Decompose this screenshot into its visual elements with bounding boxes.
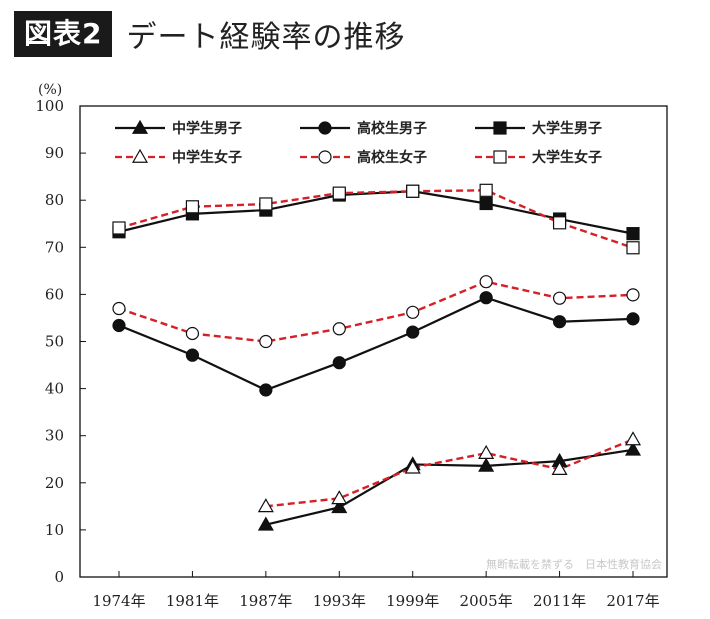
data-point-高校生男子 <box>406 325 420 339</box>
legend-label: 高校生女子 <box>357 149 427 166</box>
series-line-中学生女子 <box>265 438 634 508</box>
data-point-中学生女子 <box>478 444 495 459</box>
y-tick-label: 0 <box>54 568 64 586</box>
plot-frame <box>79 105 668 578</box>
data-point-高校生男子 <box>185 348 200 362</box>
legend-label: 中学生男子 <box>172 120 242 137</box>
data-point-大学生女子 <box>185 200 200 214</box>
data-point-大学生女子 <box>626 241 640 255</box>
y-tick-label: 20 <box>45 474 64 492</box>
legend-marker <box>318 121 332 135</box>
data-point-大学生女子 <box>259 197 273 211</box>
legend-label: 高校生男子 <box>357 120 427 137</box>
data-point-高校生男子 <box>332 356 346 370</box>
y-tick-label: 40 <box>45 380 64 398</box>
data-point-中学生女子 <box>551 460 568 475</box>
x-tick-label: 2011年 <box>533 592 586 610</box>
chart-title: デート経験率の推移 <box>126 20 406 55</box>
legend-label: 大学生女子 <box>532 149 602 166</box>
data-point-高校生女子 <box>406 305 420 319</box>
data-point-中学生女子 <box>624 431 642 446</box>
data-point-中学生男子 <box>624 441 642 456</box>
header: 図表2 デート経験率の推移 <box>14 10 405 58</box>
data-point-中学生男子 <box>257 516 274 531</box>
data-point-高校生女子 <box>185 326 200 341</box>
figure-badge: 図表2 <box>14 11 113 57</box>
legend-marker <box>318 150 332 164</box>
data-point-高校生男子 <box>626 312 640 326</box>
data-point-高校生女子 <box>552 291 567 305</box>
data-point-高校生女子 <box>479 275 493 289</box>
data-point-大学生男子 <box>626 227 640 241</box>
legend-label: 中学生女子 <box>172 149 242 166</box>
y-tick-label: 80 <box>45 191 64 209</box>
y-tick-label: 90 <box>45 144 64 162</box>
y-tick-label: 70 <box>45 238 64 256</box>
y-tick-label: 50 <box>45 333 64 351</box>
legend-label: 大学生男子 <box>532 120 602 137</box>
data-point-高校生男子 <box>479 291 493 305</box>
x-axis-ticks: 1974年 1981年 1987年 1993年 1999年 2005年 2011年 2017年 <box>92 571 660 610</box>
data-point-中学生女子 <box>404 459 421 474</box>
series-line-高校生女子 <box>118 280 634 343</box>
x-tick-label: 1999年 <box>386 592 439 610</box>
legend-marker <box>493 150 507 164</box>
data-point-大学生女子 <box>406 184 420 198</box>
data-point-中学生女子 <box>257 498 274 513</box>
y-tick-label: 60 <box>45 285 64 303</box>
y-tick-label: 100 <box>35 97 64 115</box>
data-point-高校生女子 <box>626 288 640 302</box>
data-point-高校生男子 <box>552 315 567 329</box>
y-unit-label: (%) <box>38 82 62 98</box>
watermark: 無断転載を禁ずる 日本性教育協会 <box>486 557 662 571</box>
data-point-高校生男子 <box>259 383 273 397</box>
data-point-中学生男子 <box>478 457 495 472</box>
y-tick-label: 30 <box>45 427 64 445</box>
series-line-高校生男子 <box>118 296 634 392</box>
x-tick-label: 1981年 <box>166 592 219 610</box>
legend-marker <box>493 121 507 135</box>
data-point-中学生女子 <box>331 490 348 505</box>
series-line-中学生男子 <box>265 448 634 526</box>
data-point-大学生男子 <box>479 196 493 211</box>
series-lines <box>118 189 634 526</box>
legend-marker <box>131 148 149 163</box>
data-point-高校生女子 <box>332 322 346 336</box>
axes <box>79 105 668 578</box>
series-line-大学生女子 <box>118 189 634 249</box>
data-point-中学生男子 <box>331 499 348 514</box>
x-tick-label: 2005年 <box>460 592 513 610</box>
data-point-高校生女子 <box>112 301 126 316</box>
data-point-大学生女子 <box>479 183 493 197</box>
legend-marker <box>131 119 149 134</box>
x-tick-label: 1993年 <box>313 592 366 610</box>
data-point-大学生女子 <box>552 216 567 230</box>
x-tick-label: 2017年 <box>606 592 659 610</box>
x-tick-label: 1974年 <box>92 592 145 610</box>
x-tick-label: 1987年 <box>239 592 292 610</box>
series-markers <box>112 183 642 531</box>
data-point-高校生女子 <box>259 334 273 349</box>
series-line-大学生男子 <box>118 190 634 235</box>
y-tick-label: 10 <box>45 521 64 539</box>
data-point-大学生女子 <box>332 186 346 200</box>
data-point-大学生女子 <box>112 221 126 235</box>
y-axis-ticks: 0 10 20 30 40 50 60 70 80 90 100 <box>35 97 86 586</box>
data-point-高校生男子 <box>112 318 126 333</box>
